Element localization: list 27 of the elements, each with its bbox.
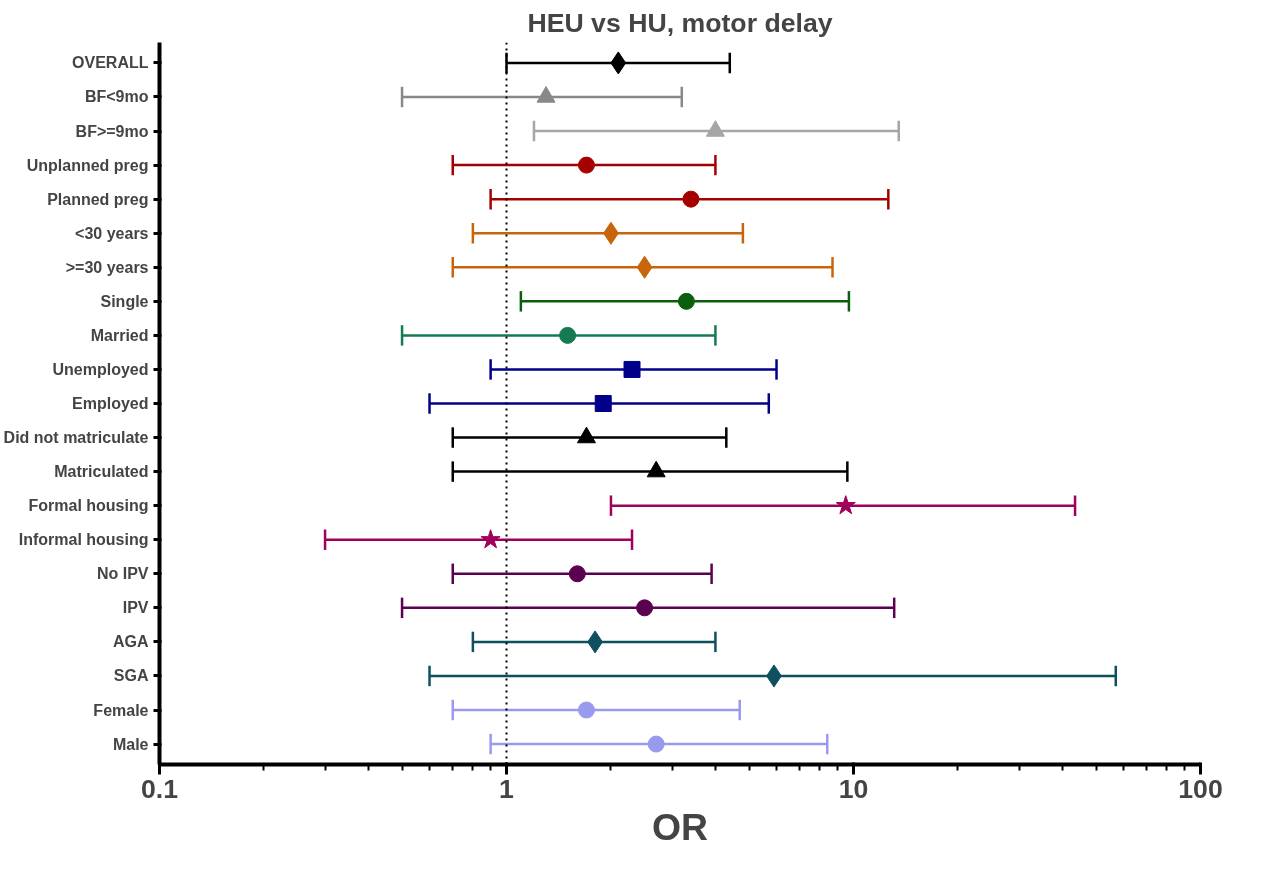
y-tick-label: BF>=9mo — [75, 122, 149, 140]
y-tick-label: Male — [112, 735, 149, 753]
y-tick-label: Planned preg — [47, 190, 149, 208]
y-tick-label: Unemployed — [52, 360, 149, 378]
y-tick-label: AGA — [112, 633, 149, 651]
y-tick-label: Married — [90, 326, 149, 344]
y-tick-label: >=30 years — [65, 258, 149, 276]
y-tick-label: IPV — [122, 599, 149, 617]
y-tick-label: Matriculated — [54, 463, 149, 481]
x-tick-label: 0.1 — [140, 773, 179, 804]
y-tick-label: Unplanned preg — [26, 156, 149, 174]
x-tick-label: 100 — [1178, 773, 1223, 804]
y-tick-label: Female — [93, 701, 149, 719]
y-tick-label: <30 years — [75, 224, 149, 242]
y-tick-label: Formal housing — [28, 497, 149, 515]
y-tick-label: Single — [100, 292, 149, 310]
y-tick-label: Employed — [72, 395, 149, 412]
x-axis-title: OR — [652, 805, 709, 848]
chart-title: HEU vs HU, motor delay — [527, 7, 833, 38]
y-tick-label: OVERALL — [72, 54, 149, 72]
y-tick-label: Did not matriculate — [3, 429, 149, 447]
x-tick-label: 1 — [499, 773, 515, 804]
y-tick-label: BF<9mo — [84, 88, 149, 106]
y-tick-label: Informal housing — [18, 531, 149, 549]
y-tick-label: SGA — [113, 667, 149, 685]
x-tick-label: 10 — [838, 773, 869, 804]
y-tick-label: No IPV — [96, 565, 149, 583]
